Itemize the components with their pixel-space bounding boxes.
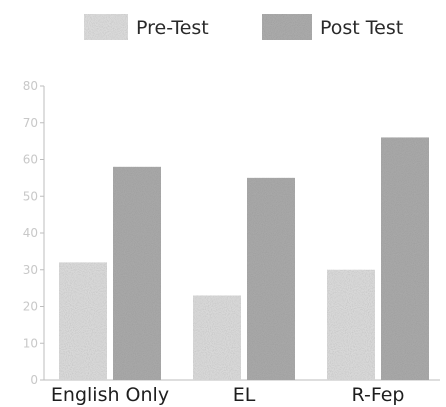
legend: Pre-Test Post Test xyxy=(84,14,403,40)
x-category-label: R-Fep xyxy=(352,384,405,406)
legend-swatch-post-test xyxy=(262,14,312,40)
y-tick-label: 60 xyxy=(23,153,38,167)
y-tick-label: 0 xyxy=(30,373,38,387)
bar-pre-test-r-fep xyxy=(327,269,375,380)
y-tick-label: 80 xyxy=(23,79,38,93)
y-tick-label: 30 xyxy=(23,263,38,277)
y-tick-label: 70 xyxy=(23,116,38,130)
y-tick-label: 40 xyxy=(23,226,38,240)
x-axis-labels: English Only EL R-Fep xyxy=(51,384,405,406)
x-category-label: English Only xyxy=(51,384,169,406)
bar-post-test-r-fep xyxy=(381,137,429,380)
legend-swatch-pre-test xyxy=(84,14,128,40)
y-axis-ticks: 0 10 20 30 40 50 60 70 80 xyxy=(23,79,44,387)
x-category-label: EL xyxy=(233,384,256,406)
legend-label-post-test: Post Test xyxy=(320,17,403,39)
plot-area: 0 10 20 30 40 50 60 70 80 English Only EL R-Fep xyxy=(23,79,440,406)
y-tick-label: 10 xyxy=(23,336,38,350)
bar-post-test-el xyxy=(247,177,295,380)
y-tick-label: 50 xyxy=(23,189,38,203)
legend-label-pre-test: Pre-Test xyxy=(136,17,209,39)
bars xyxy=(59,137,429,380)
bar-pre-test-el xyxy=(193,295,241,380)
y-tick-label: 20 xyxy=(23,300,38,314)
bar-post-test-english-only xyxy=(113,166,161,380)
bar-pre-test-english-only xyxy=(59,262,107,380)
